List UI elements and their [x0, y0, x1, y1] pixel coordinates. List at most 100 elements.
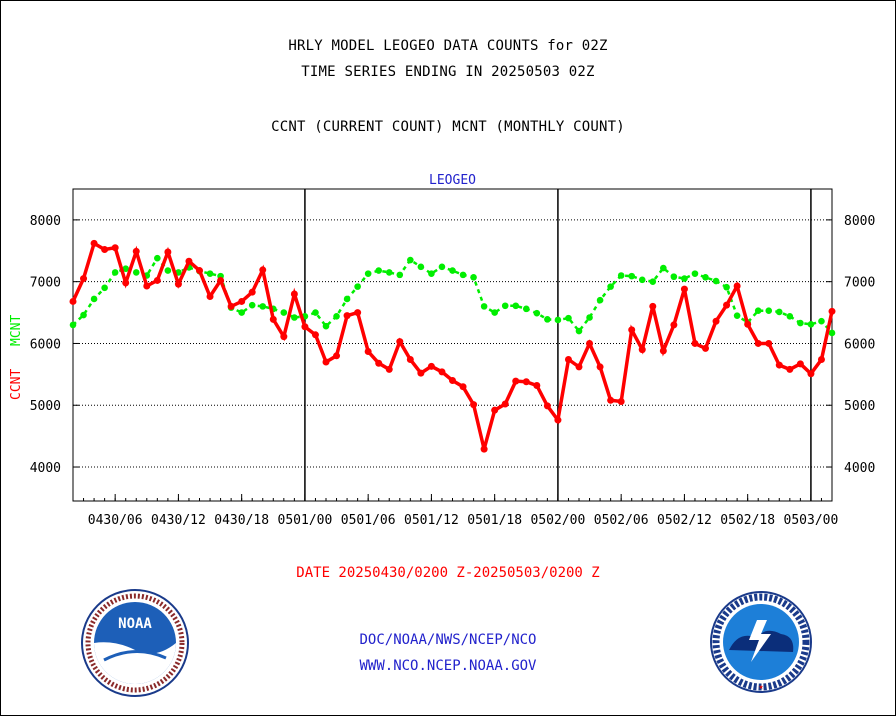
point-mcnt	[596, 296, 604, 304]
point-ccnt	[628, 326, 636, 334]
point-mcnt	[470, 274, 477, 281]
point-mcnt	[154, 254, 161, 262]
point-mcnt	[607, 283, 614, 290]
point-ccnt	[417, 369, 425, 377]
x-tick-label: 0430/18	[214, 513, 269, 528]
point-ccnt	[733, 282, 741, 290]
point-ccnt	[238, 297, 246, 305]
point-ccnt	[406, 356, 414, 364]
time-series-chart: 4000 4000 5000 5000 6000 6000 7000 7000 8000 8000…	[9, 173, 875, 528]
point-ccnt	[564, 356, 572, 364]
y-tick-label-right: 6000	[844, 337, 875, 352]
y-axis-label-mcnt: MCNT	[9, 315, 24, 346]
point-ccnt	[501, 400, 509, 408]
point-mcnt	[797, 319, 804, 327]
point-mcnt	[132, 269, 140, 276]
point-mcnt	[480, 303, 488, 310]
point-mcnt	[280, 309, 288, 316]
point-ccnt	[217, 276, 225, 284]
point-ccnt	[311, 331, 319, 339]
point-ccnt	[449, 377, 456, 385]
point-mcnt	[512, 302, 520, 310]
chart-subtitle: LEOGEO	[429, 173, 476, 188]
point-mcnt	[501, 302, 509, 310]
y-tick-label-right: 4000	[844, 461, 875, 476]
x-tick-label: 0501/12	[404, 513, 459, 528]
point-ccnt	[807, 370, 815, 378]
y-tick-label-left: 5000	[30, 399, 61, 414]
point-ccnt	[80, 275, 88, 283]
point-mcnt	[628, 272, 636, 280]
point-mcnt	[554, 316, 562, 324]
x-tick-label: 0503/00	[784, 513, 839, 528]
point-mcnt	[322, 322, 330, 330]
point-ccnt	[174, 280, 182, 288]
point-mcnt	[164, 267, 172, 274]
point-mcnt	[775, 308, 783, 316]
point-mcnt	[522, 305, 530, 313]
y-tick-label-left: 6000	[30, 337, 61, 352]
point-mcnt	[565, 314, 572, 322]
point-ccnt	[290, 290, 298, 298]
x-tick-label: 0502/00	[531, 513, 586, 528]
point-mcnt	[428, 270, 435, 277]
chart-title-line-2: TIME SERIES ENDING IN 20250503 02Z	[301, 64, 595, 80]
point-ccnt	[280, 333, 288, 341]
point-mcnt	[807, 321, 815, 328]
point-mcnt	[259, 303, 267, 310]
point-mcnt	[206, 270, 214, 277]
point-ccnt	[438, 368, 446, 376]
point-ccnt	[522, 378, 530, 386]
point-ccnt	[828, 307, 836, 315]
point-ccnt	[670, 321, 678, 329]
point-mcnt	[818, 317, 825, 325]
y-tick-label-right: 7000	[844, 276, 875, 291]
y-tick-label-right: 8000	[844, 214, 875, 229]
point-ccnt	[480, 445, 488, 453]
point-mcnt	[786, 312, 794, 320]
point-mcnt	[417, 263, 425, 271]
website-link[interactable]: WWW.NCO.NCEP.NOAA.GOV	[359, 658, 537, 674]
point-ccnt	[596, 363, 604, 371]
point-ccnt	[543, 402, 551, 410]
point-ccnt	[586, 339, 594, 347]
point-ccnt	[333, 352, 341, 360]
point-mcnt	[385, 269, 393, 276]
y-axis-label-ccnt: CCNT	[9, 369, 24, 400]
point-ccnt	[680, 285, 688, 293]
point-mcnt	[122, 265, 130, 272]
point-ccnt	[712, 317, 720, 325]
point-mcnt	[712, 277, 720, 285]
point-ccnt	[649, 302, 657, 310]
org-link[interactable]: DOC/NOAA/NWS/NCEP/NCO	[359, 632, 537, 648]
point-mcnt	[238, 309, 245, 316]
point-mcnt	[90, 295, 98, 303]
point-mcnt	[670, 273, 678, 281]
point-ccnt	[301, 323, 309, 331]
plot-area-border	[72, 188, 833, 502]
point-ccnt	[259, 266, 267, 274]
point-mcnt	[638, 276, 646, 284]
point-mcnt	[754, 307, 762, 315]
y-tick-label-left: 8000	[30, 214, 61, 229]
point-mcnt	[248, 301, 256, 309]
x-tick-label: 0501/06	[341, 513, 396, 528]
y-tick-label-left: 7000	[30, 276, 61, 291]
x-tick-label: 0501/00	[278, 513, 333, 528]
point-mcnt	[459, 271, 467, 279]
point-mcnt	[364, 270, 372, 277]
point-ccnt	[744, 320, 752, 328]
point-mcnt	[660, 264, 667, 272]
point-ccnt	[817, 356, 825, 364]
point-ccnt	[427, 362, 435, 370]
point-mcnt	[343, 295, 351, 303]
point-ccnt	[512, 377, 520, 385]
nws-logo: ★	[710, 591, 812, 693]
point-ccnt	[122, 279, 130, 287]
point-mcnt	[375, 267, 383, 274]
point-ccnt	[206, 293, 214, 301]
point-ccnt	[765, 339, 773, 347]
point-mcnt	[533, 309, 541, 317]
point-ccnt	[470, 401, 478, 409]
x-tick-label: 0501/18	[467, 513, 522, 528]
